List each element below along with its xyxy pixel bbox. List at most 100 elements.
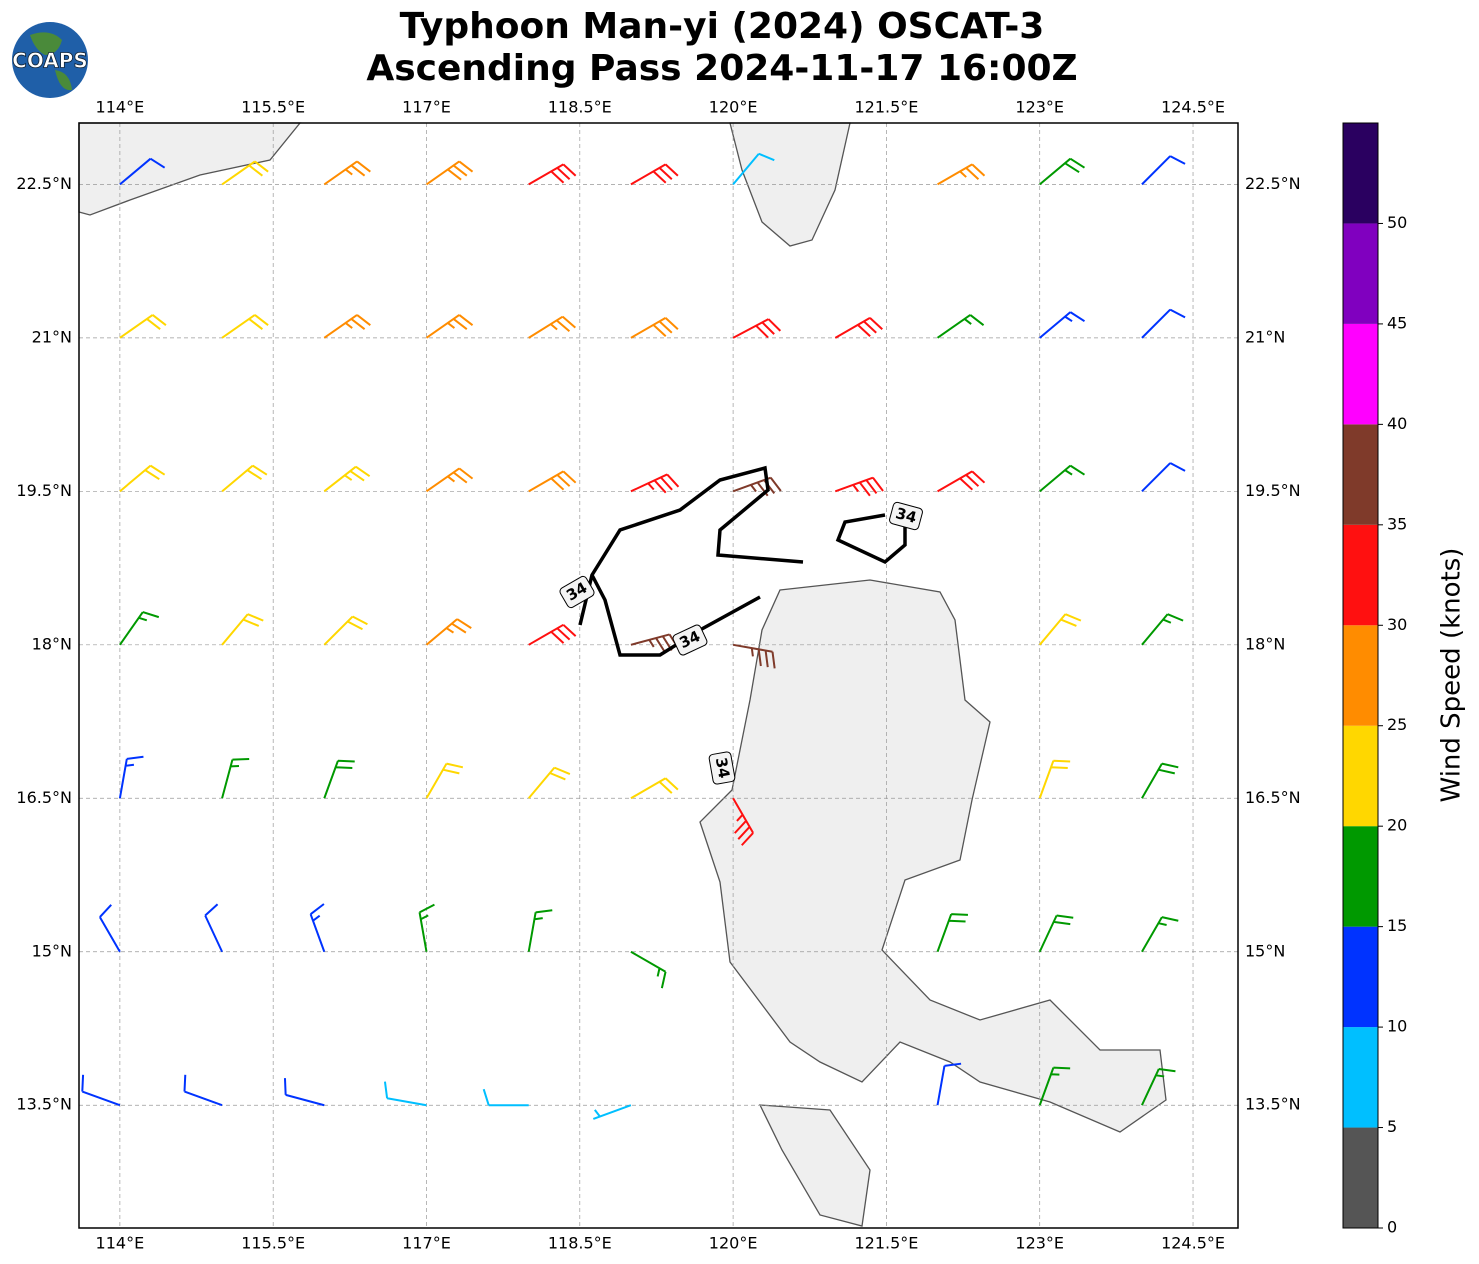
wind-barb xyxy=(119,157,166,186)
wind-barb xyxy=(732,152,775,186)
wind-barb xyxy=(309,903,326,953)
luzon xyxy=(699,579,1167,1133)
wind-barbs xyxy=(81,152,1186,1120)
colorbar-segment xyxy=(1343,424,1378,525)
logo: COAPS xyxy=(12,22,88,98)
wind-barb xyxy=(425,762,464,799)
mindoro xyxy=(758,1104,871,1227)
wind-barb xyxy=(630,950,667,989)
contour-label-box xyxy=(889,501,923,531)
wind-barb xyxy=(119,611,160,646)
wind-barb xyxy=(1141,462,1186,493)
wind-barb xyxy=(528,470,577,493)
colorbar-tick-label: 50 xyxy=(1387,213,1407,232)
wind-barb xyxy=(1038,914,1074,953)
wind-barb xyxy=(283,1078,325,1107)
colorbar-frame xyxy=(1342,122,1379,1229)
colorbar-segment xyxy=(1343,826,1378,927)
wind-barb xyxy=(323,615,368,646)
wind-barb xyxy=(221,464,268,493)
x-tick-label: 115.5°E xyxy=(241,98,305,117)
colorbar-tick-label: 30 xyxy=(1387,615,1407,634)
wind-barb xyxy=(630,777,679,800)
x-tick-label: 115.5°E xyxy=(241,1234,305,1253)
wind-barb xyxy=(527,766,571,799)
x-tick-label: 123°E xyxy=(1015,1234,1064,1253)
colorbar-label: Wind Speed (knots) xyxy=(1437,548,1467,803)
colorbar-tick-label: 45 xyxy=(1387,313,1407,332)
y-tick-label: 19.5°N xyxy=(1245,481,1301,500)
colorbar-segment xyxy=(1343,1127,1378,1228)
wind-barb xyxy=(527,909,553,952)
wind-barb xyxy=(1141,1067,1176,1106)
x-tick-label: 124.5°E xyxy=(1161,98,1225,117)
chart-subtitle: Ascending Pass 2024-11-17 16:00Z xyxy=(366,48,1077,89)
colorbar-segment xyxy=(1343,1027,1378,1128)
wind-barb xyxy=(1038,1066,1071,1106)
contour-34 xyxy=(578,465,804,626)
logo-text: COAPS xyxy=(12,49,88,73)
wind-barb xyxy=(1141,916,1179,953)
y-tick-label: 16.5°N xyxy=(1245,788,1301,807)
wind-barb xyxy=(119,314,167,339)
wind-barb xyxy=(1038,613,1082,646)
wind-barb xyxy=(834,476,884,497)
wind-barb xyxy=(1039,311,1086,339)
contour-34 xyxy=(835,513,907,565)
wind-barb xyxy=(425,160,474,186)
x-tick-label: 124.5°E xyxy=(1161,1234,1225,1253)
x-tick-label: 117°E xyxy=(402,1234,451,1253)
wind-barb xyxy=(1141,613,1184,646)
logo-land xyxy=(30,32,72,91)
y-tick-label: 13.5°N xyxy=(1245,1095,1301,1114)
wind-barb xyxy=(732,318,782,339)
colorbar-tick-label: 40 xyxy=(1387,414,1407,433)
x-tick-label: 118.5°E xyxy=(548,1234,612,1253)
wind-barb xyxy=(1038,759,1071,799)
wind-barb xyxy=(323,160,371,186)
colorbar-segment xyxy=(1343,223,1378,324)
x-tick-label: 121.5°E xyxy=(854,98,918,117)
wind-barb xyxy=(118,755,144,799)
x-tick-label: 120°E xyxy=(709,98,758,117)
wind-barb xyxy=(592,1104,632,1120)
china-coast xyxy=(78,122,302,216)
wind-barb xyxy=(183,1074,223,1107)
x-tick-label: 117°E xyxy=(402,98,451,117)
wind-barb xyxy=(936,913,968,953)
colorbar-tick-label: 0 xyxy=(1387,1218,1397,1237)
wind-barb xyxy=(1039,157,1086,186)
y-tick-label: 18°N xyxy=(32,634,72,653)
y-tick-label: 21°N xyxy=(32,327,72,346)
wind-barb xyxy=(221,757,250,799)
wind-barb xyxy=(528,315,576,339)
wind-barb xyxy=(204,903,223,953)
colorbar-tick-label: 15 xyxy=(1387,916,1407,935)
wind-barb xyxy=(1141,308,1186,339)
wind-barb xyxy=(425,618,472,646)
contour-label: 34 xyxy=(712,756,733,780)
wind-barb xyxy=(936,314,985,339)
wind-barb xyxy=(732,643,776,669)
y-tick-label: 22.5°N xyxy=(1245,174,1301,193)
colorbar-segment xyxy=(1343,725,1378,827)
contour-label-box xyxy=(708,751,736,785)
x-tick-label: 114°E xyxy=(96,98,145,117)
contour-34 xyxy=(590,574,761,657)
colorbar-segment xyxy=(1343,524,1378,626)
wind-barb xyxy=(323,759,355,799)
colorbar-tick-label: 5 xyxy=(1387,1117,1397,1136)
wind-barb xyxy=(630,316,679,339)
contour-label-box xyxy=(672,624,708,656)
x-tick-label: 114°E xyxy=(96,1234,145,1253)
wind-barb xyxy=(732,797,754,846)
y-tick-label: 15°N xyxy=(1245,941,1285,960)
y-tick-label: 22.5°N xyxy=(16,174,72,193)
x-tick-label: 121.5°E xyxy=(854,1234,918,1253)
colorbar: 0 5 10 15 20 25 30 35 40 45 50 xyxy=(1342,122,1407,1237)
wind-barb xyxy=(383,1081,427,1107)
wind-barb xyxy=(482,1088,529,1107)
wind-barb xyxy=(630,473,680,494)
colorbar-tick-label: 25 xyxy=(1387,715,1407,734)
